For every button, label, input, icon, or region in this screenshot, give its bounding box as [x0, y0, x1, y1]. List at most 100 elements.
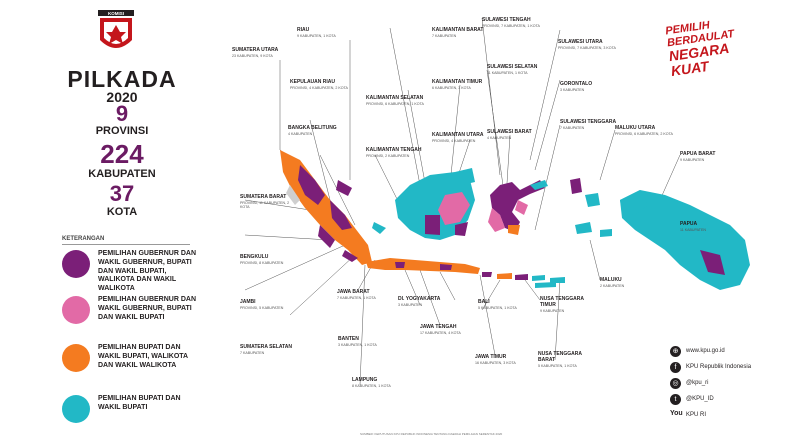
social-row[interactable]: ◎ @kpu_ri	[670, 377, 795, 393]
region-sub: 7 KABUPATEN	[240, 350, 265, 355]
region-sub: 7 KABUPATEN	[432, 33, 457, 38]
region-title: SUMATERA UTARA	[232, 47, 279, 53]
region-title: JAWA TENGAH	[420, 324, 457, 330]
region-title: NUSA TENGGARA TIMUR	[540, 296, 584, 308]
region-block: NUSA TENGGARA TIMUR 9 KABUPATEN	[540, 296, 600, 313]
region-title: BENGKULU	[240, 254, 269, 260]
region-sub: 23 KABUPATEN, 9 KOTA	[232, 53, 273, 58]
social-links: ⊕ www.kpu.go.id f KPU Republik Indonesia…	[670, 345, 795, 425]
legend-item: PEMILIHAN GUBERNUR DAN WAKIL GUBERNUR, B…	[62, 250, 202, 292]
region-title: SULAWESI BARAT	[487, 129, 532, 135]
region-block: PAPUA 11 KABUPATEN	[680, 221, 735, 232]
region-title: SULAWESI TENGGARA	[560, 119, 617, 125]
youtube-link[interactable]: KPU RI	[686, 412, 707, 418]
region-block: BANGKA BELITUNG 4 KABUPATEN	[288, 125, 343, 136]
region-block: SULAWESI SELATAN 11 KABUPATEN, 1 KOTA	[487, 64, 542, 75]
region-title: SULAWESI TENGAH	[482, 17, 531, 23]
legend-swatch-orange	[62, 344, 90, 372]
region-block: BENGKULU PROVINSI, 8 KABUPATEN	[240, 254, 295, 265]
region-sub: 8 KABUPATEN, 1 KOTA	[352, 383, 391, 388]
region-sub: 4 KABUPATEN	[288, 131, 313, 136]
region-sub: PROVINSI, 5 KABUPATEN	[240, 305, 284, 310]
region-title: KALIMANTAN TENGAH	[366, 147, 422, 153]
region-title: KEPULAUAN RIAU	[290, 79, 335, 85]
region-title: JAWA TIMUR	[475, 354, 507, 360]
region-sub: 5 KABUPATEN, 1 KOTA	[538, 363, 577, 368]
maluku-islands	[570, 178, 612, 237]
region-sub: 16 KABUPATEN, 3 KOTA	[475, 360, 516, 365]
legend-swatch-pink	[62, 296, 90, 324]
legend-item: PEMILIHAN BUPATI DAN WAKIL BUPATI, WALIK…	[62, 344, 202, 378]
kabupaten-label: KABUPATEN	[88, 168, 156, 180]
region-title: PAPUA	[680, 221, 698, 227]
region-block: BALI 5 KABUPATEN, 1 KOTA	[478, 299, 528, 310]
instagram-link[interactable]: @kpu_ri	[686, 380, 709, 386]
region-block: MALUKU UTARA PROVINSI, 6 KABUPATEN, 2 KO…	[615, 125, 675, 136]
twitter-link[interactable]: @KPU_ID	[686, 396, 714, 402]
region-title: SUMATERA SELATAN	[240, 344, 293, 350]
region-sub: PROVINSI, 11 KABUPATEN, 2 KOTA	[240, 200, 290, 209]
region-block: KALIMANTAN SELATAN PROVINSI, 6 KABUPATEN…	[366, 95, 426, 106]
legend-swatch-teal	[62, 395, 90, 423]
social-row[interactable]: t @KPU_ID	[670, 393, 795, 409]
sulawesi-island	[488, 180, 548, 235]
region-block: JAWA TENGAH 17 KABUPATEN, 4 KOTA	[420, 324, 475, 335]
youtube-icon: You	[670, 410, 683, 417]
region-sub: 17 KABUPATEN, 4 KOTA	[420, 330, 461, 335]
region-title: NUSA TENGGARA BARAT	[538, 351, 582, 363]
region-sub: 7 KABUPATEN	[560, 125, 585, 130]
region-block: RIAU 9 KABUPATEN, 1 KOTA	[297, 27, 352, 38]
source-note: SUMBER: KEPUTUSAN KPU REPUBLIK INDONESIA…	[360, 432, 503, 436]
region-block: GORONTALO 3 KABUPATEN	[560, 81, 615, 92]
region-sub: 3 KABUPATEN	[560, 87, 585, 92]
provinsi-count: 9	[115, 101, 129, 126]
region-block: JAMBI PROVINSI, 5 KABUPATEN	[240, 299, 295, 310]
region-title: BANGKA BELITUNG	[288, 125, 337, 131]
region-sub: 11 KABUPATEN	[680, 227, 706, 232]
twitter-icon: t	[670, 394, 681, 405]
region-sub: PROVINSI, 6 KABUPATEN, 1 KOTA	[366, 101, 424, 106]
region-sub: 5 KABUPATEN, 1 KOTA	[478, 305, 517, 310]
region-sub: PROVINSI, 8 KABUPATEN	[240, 260, 284, 265]
java-island	[366, 258, 480, 274]
social-row[interactable]: f KPU Republik Indonesia	[670, 361, 795, 377]
region-block: MALUKU 2 KABUPATEN	[600, 277, 650, 288]
legend-text: PEMILIHAN BUPATI DAN WAKIL BUPATI, WALIK…	[98, 344, 188, 369]
globe-icon: ⊕	[670, 346, 681, 357]
region-sub: 7 KABUPATEN, 1 KOTA	[337, 295, 376, 300]
region-title: RIAU	[297, 27, 310, 33]
kpu-logo: KOMISI	[96, 10, 136, 56]
region-block: JAWA BARAT 7 KABUPATEN, 1 KOTA	[337, 289, 392, 300]
region-title: SULAWESI UTARA	[558, 39, 603, 45]
region-block: SULAWESI TENGGARA 7 KABUPATEN	[560, 119, 620, 130]
region-title: DI. YOGYAKARTA	[398, 296, 441, 302]
region-block: BANTEN 3 KABUPATEN, 1 KOTA	[338, 336, 393, 347]
social-row[interactable]: You KPU RI	[670, 409, 795, 425]
kabupaten-count: 224	[100, 139, 144, 169]
region-sub: PROVINSI, 7 KABUPATEN, 1 KOTA	[482, 23, 540, 28]
map-connector-lines	[244, 17, 701, 386]
region-block: SULAWESI UTARA PROVINSI, 7 KABUPATEN, 3 …	[558, 39, 618, 50]
legend-text: PEMILIHAN GUBERNUR DAN WAKIL GUBERNUR, B…	[98, 296, 196, 321]
social-row[interactable]: ⊕ www.kpu.go.id	[670, 345, 795, 361]
region-title: PAPUA BARAT	[680, 151, 716, 157]
region-block: SULAWESI BARAT 4 KABUPATEN	[487, 129, 537, 140]
legend-title: KETERANGAN	[62, 236, 105, 242]
website-link[interactable]: www.kpu.go.id	[686, 348, 725, 354]
facebook-link[interactable]: KPU Republik Indonesia	[686, 364, 752, 370]
legend-divider	[62, 244, 190, 245]
region-block: KALIMANTAN TENGAH PROVINSI, 2 KABUPATEN	[366, 147, 426, 158]
facebook-icon: f	[670, 362, 681, 373]
region-sub: 11 KABUPATEN, 1 KOTA	[487, 70, 528, 75]
region-title: KALIMANTAN TIMUR	[432, 79, 483, 85]
region-sub: 6 KABUPATEN, 3 KOTA	[432, 85, 471, 90]
kota-label: KOTA	[106, 206, 138, 218]
region-sub: 3 KABUPATEN	[398, 302, 423, 307]
region-sub: PROVINSI, 6 KABUPATEN, 2 KOTA	[615, 131, 673, 136]
region-title: GORONTALO	[560, 81, 593, 87]
legend-item: PEMILIHAN BUPATI DAN WAKIL BUPATI	[62, 395, 202, 429]
region-block: JAWA TIMUR 16 KABUPATEN, 3 KOTA	[475, 354, 530, 365]
sumatra-island	[280, 150, 386, 265]
region-block: PAPUA BARAT 9 KABUPATEN	[680, 151, 740, 162]
